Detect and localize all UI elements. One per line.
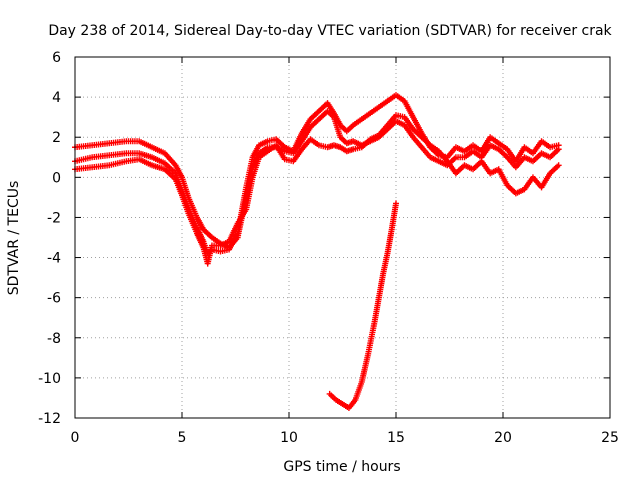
- y-tick-label: -2: [47, 210, 61, 226]
- x-tick-label: 10: [280, 430, 298, 446]
- data-point: [393, 200, 399, 207]
- x-tick-label: 20: [494, 430, 512, 446]
- y-tick-label: -10: [38, 371, 61, 387]
- y-tick-label: 6: [52, 50, 61, 66]
- y-tick-label: -4: [47, 251, 61, 267]
- tick-layer: 0 5 10 15 20 25 -12 -10 -8 -6 -4 -2 0 2 4 6: [38, 50, 619, 446]
- x-tick-label: 25: [601, 430, 619, 446]
- x-axis-label: GPS time / hours: [283, 459, 400, 475]
- y-tick-label: -6: [47, 291, 61, 307]
- data-point: [555, 162, 562, 169]
- y-tick-label: -8: [47, 331, 61, 347]
- data-layer: [72, 92, 562, 411]
- y-tick-label: -12: [38, 411, 61, 427]
- x-tick-label: 15: [387, 430, 405, 446]
- y-axis-label: SDTVAR / TECUs: [6, 181, 22, 296]
- y-tick-label: 0: [52, 170, 61, 186]
- series-2: [72, 92, 562, 257]
- data-point: [555, 142, 562, 149]
- series-4: [326, 200, 399, 411]
- plot-frame: [74, 56, 611, 419]
- y-tick-label: 2: [52, 130, 61, 146]
- y-tick-label: 4: [52, 90, 61, 106]
- x-tick-label: 5: [178, 430, 187, 446]
- x-tick-label: 0: [71, 430, 80, 446]
- chart-title: Day 238 of 2014, Sidereal Day-to-day VTE…: [48, 23, 612, 39]
